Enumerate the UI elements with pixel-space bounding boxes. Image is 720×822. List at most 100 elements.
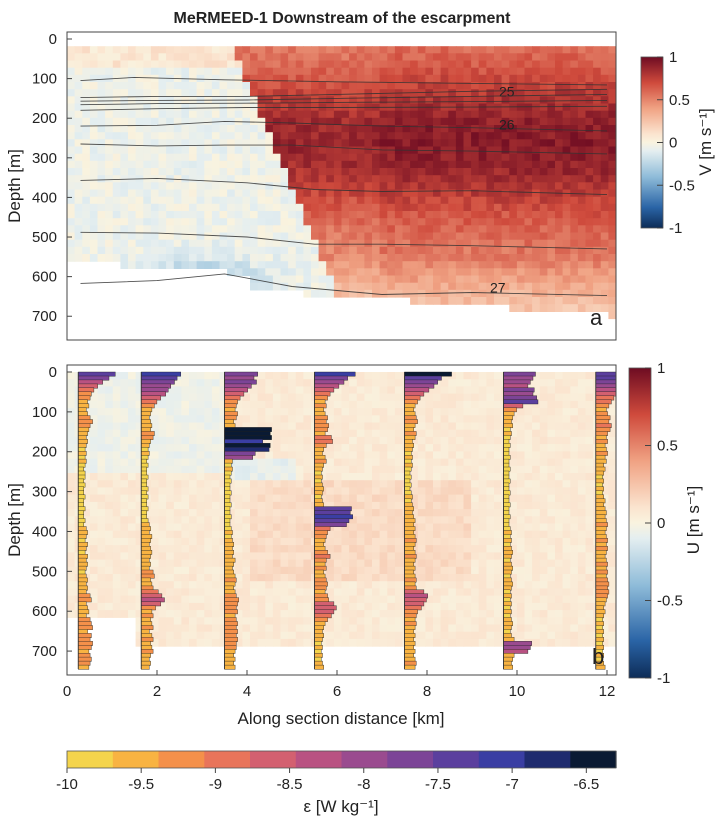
heatmap-cell [455,501,465,510]
heatmap-cell [204,372,213,380]
heatmap-cell [150,400,160,409]
heatmap-cell [448,465,457,474]
heatmap-cell [547,386,556,395]
heatmap-cell [250,46,259,54]
heatmap-cell [410,117,419,126]
heatmap-cell [433,595,442,604]
heatmap-cell [196,175,205,183]
heatmap-cell [562,501,571,510]
heatmap-cell [311,110,320,119]
heatmap-cell [562,559,571,568]
heatmap-cell [242,516,251,525]
heatmap-cell [105,552,114,561]
heatmap-cell [425,617,434,626]
heatmap-cell [372,588,381,597]
heatmap-cell [555,537,564,546]
heatmap-cell [67,523,76,532]
heatmap-cell [272,610,282,618]
chart-title: MeRMEED-1 Downstream of the escarpment [174,10,512,27]
heatmap-cell [547,509,556,517]
heatmap-cell [204,617,213,626]
heatmap-cell [577,189,587,198]
heatmap-cell [242,268,251,277]
heatmap-cell [372,168,381,176]
heatmap-cell [67,160,76,169]
heatmap-cell [440,117,449,126]
heatmap-cell [539,523,548,532]
heatmap-cell [410,246,419,255]
heatmap-cell [600,297,609,305]
heatmap-cell [555,408,564,416]
heatmap-cell [448,189,457,198]
heatmap-cell [349,552,358,561]
heatmap-cell [189,232,198,241]
heatmap-cell [356,261,365,269]
heatmap-cell [448,218,457,226]
heatmap-cell [295,254,304,262]
heatmap-cell [516,211,526,219]
heatmap-cell [242,537,251,546]
heatmap-cell [463,175,472,183]
heatmap-cell [89,458,99,467]
density-contour-line [80,143,608,155]
heatmap-cell [410,218,419,226]
heatmap-cell [67,566,76,575]
heatmap-cell [265,117,274,126]
heatmap-cell [417,436,426,445]
heatmap-cell [135,82,144,90]
heatmap-cell [555,53,564,62]
heatmap-cell [89,203,99,212]
heatmap-cell [433,117,442,126]
heatmap-cell [265,254,274,262]
heatmap-cell [150,146,160,155]
heatmap-cell [379,379,388,387]
heatmap-cell [570,203,579,212]
heatmap-cell [463,182,472,191]
heatmap-cell [394,408,404,416]
heatmap-cell [532,146,541,155]
heatmap-cell [356,631,365,640]
heatmap-cell [311,261,320,269]
heatmap-cell [242,400,251,409]
heatmap-cell [463,602,472,611]
heatmap-cell [257,559,266,568]
heatmap-cell [387,624,396,633]
heatmap-cell [562,436,571,445]
heatmap-cell [173,132,182,140]
heatmap-cell [387,400,396,409]
heatmap-cell [471,537,480,546]
heatmap-cell [303,480,312,488]
heatmap-cell [448,588,457,597]
heatmap-cell [219,110,228,119]
heatmap-cell [219,516,228,525]
heatmap-cell [379,494,388,503]
heatmap-cell [608,239,616,248]
heatmap-cell [471,297,480,305]
heatmap-cell [471,139,480,148]
heatmap-cell [433,153,442,162]
heatmap-cell [341,189,350,198]
heatmap-cell [128,465,137,474]
heatmap-cell [227,211,236,219]
heatmap-cell [524,168,533,176]
heatmap-cell [349,282,358,291]
heatmap-cell [539,610,548,618]
heatmap-cell [295,523,304,532]
heatmap-cell [379,218,388,226]
heatmap-cell [128,516,137,525]
heatmap-cell [417,60,426,69]
heatmap-cell [333,393,343,402]
heatmap-cell [509,196,518,205]
heatmap-cell [417,537,426,546]
heatmap-cell [333,74,343,83]
heatmap-cell [524,617,533,626]
heatmap-cell [471,415,480,424]
heatmap-cell [593,89,602,97]
heatmap-cell [562,289,571,298]
heatmap-cell [448,444,457,452]
heatmap-cell [295,189,304,198]
heatmap-cell [120,400,129,409]
heatmap-cell [295,239,304,248]
heatmap-cell [250,537,259,546]
heatmap-cell [97,218,106,226]
